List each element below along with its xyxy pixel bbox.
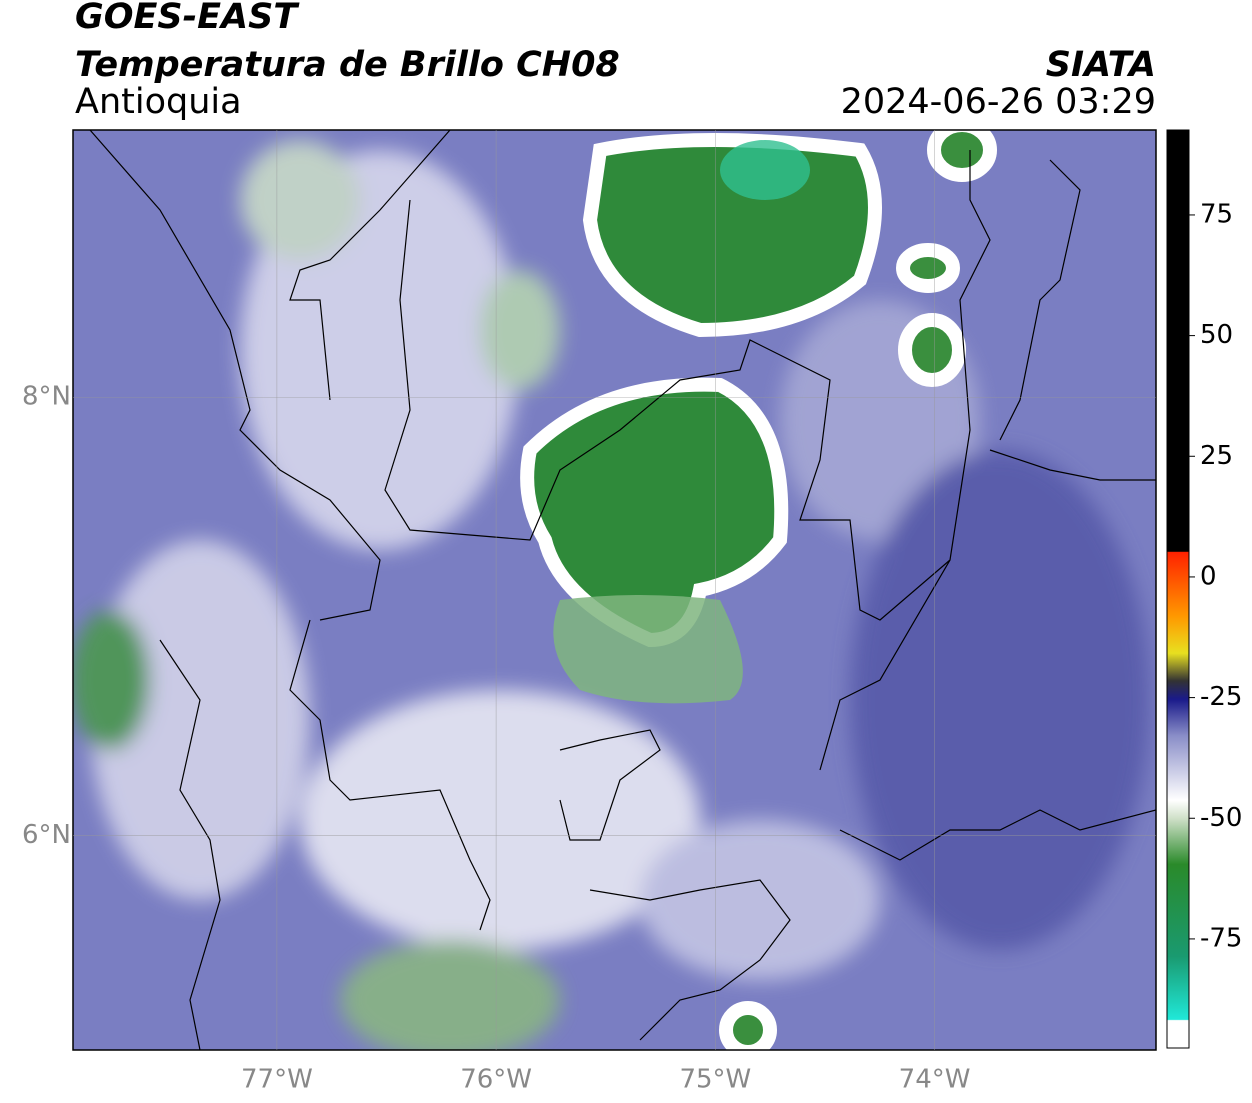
map-frame — [72, 129, 1157, 1051]
title: GOES-EAST — [75, 0, 300, 37]
colorbar-tick-label: -75 — [1200, 923, 1242, 953]
source: SIATA — [1046, 45, 1156, 85]
lon-tick-label: 74°W — [899, 1065, 971, 1095]
colorbar-tick-label: 25 — [1200, 441, 1233, 471]
colorbar-tick-label: -25 — [1200, 682, 1242, 712]
colorbar-tick-label: 0 — [1200, 561, 1217, 591]
lat-tick-label: 8°N — [22, 382, 71, 412]
lon-tick-label: 77°W — [241, 1065, 313, 1095]
colorbar-tick-label: 50 — [1200, 320, 1233, 350]
colorbar — [1166, 129, 1190, 1049]
colorbar-tick-label: 75 — [1200, 199, 1233, 229]
lat-tick-label: 6°N — [22, 820, 71, 850]
lon-tick-label: 76°W — [460, 1065, 532, 1095]
subtitle: Temperatura de Brillo CH08 — [75, 45, 620, 85]
map-field — [73, 130, 1156, 1050]
region: Antioquia — [75, 82, 242, 122]
datetime: 2024-06-26 03:29 — [841, 82, 1156, 122]
colorbar-tick-label: -50 — [1200, 803, 1242, 833]
lon-tick-label: 75°W — [679, 1065, 751, 1095]
